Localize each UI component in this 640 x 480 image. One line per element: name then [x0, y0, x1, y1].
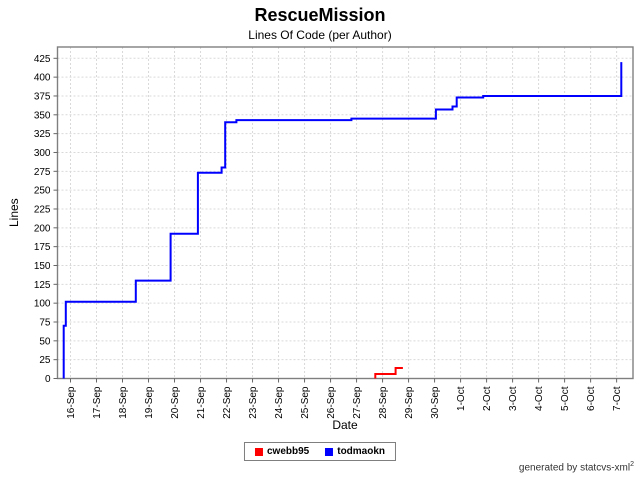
series-line-todmaokn [62, 62, 623, 379]
y-tick-label: 275 [34, 167, 51, 178]
y-tick-label: 250 [34, 186, 51, 197]
x-tick-label: 25-Sep [300, 386, 311, 419]
x-tick-label: 4-Oct [534, 386, 545, 411]
x-tick-label: 28-Sep [378, 386, 389, 419]
x-tick-label: 22-Sep [222, 386, 233, 419]
x-tick-label: 3-Oct [508, 386, 519, 411]
y-tick-label: 325 [34, 129, 51, 140]
chart-title: RescueMission [254, 5, 386, 25]
y-tick-label: 75 [39, 317, 51, 328]
x-axis-title: Date [332, 418, 358, 432]
x-tick-label: 23-Sep [248, 386, 259, 419]
x-tick-label: 20-Sep [170, 386, 181, 419]
x-tick-label: 17-Sep [92, 386, 103, 419]
y-tick-label: 375 [34, 91, 51, 102]
y-tick-label: 200 [34, 223, 51, 234]
legend-item-cwebb95: cwebb95 [254, 446, 310, 457]
x-tick-label: 30-Sep [430, 386, 441, 419]
generator-credit-text: generated by statcvs-xml [518, 462, 631, 474]
y-tick-label: 125 [34, 280, 51, 291]
x-tick-label: 21-Sep [196, 386, 207, 419]
generator-credit: generated by statcvs-xml2 [519, 461, 634, 473]
legend: cwebb95 todmaokn [243, 442, 397, 461]
y-tick-label: 425 [34, 54, 51, 65]
x-tick-label: 26-Sep [326, 386, 337, 419]
legend-label-cwebb95: cwebb95 [266, 446, 310, 457]
y-tick-label: 150 [34, 261, 51, 272]
x-tick-label: 6-Oct [586, 386, 597, 411]
y-tick-label: 225 [34, 204, 51, 215]
y-tick-label: 350 [34, 110, 51, 121]
x-tick-label: 5-Oct [560, 386, 571, 411]
y-tick-label: 400 [34, 73, 51, 84]
x-tick-label: 2-Oct [482, 386, 493, 411]
x-tick-label: 24-Sep [274, 386, 285, 419]
x-tick-label: 1-Oct [456, 386, 467, 411]
generator-credit-superscript: 2 [630, 461, 634, 468]
x-tick-label: 18-Sep [118, 386, 129, 419]
legend-label-todmaokn: todmaokn [337, 446, 386, 457]
x-tick-label: 29-Sep [404, 386, 415, 419]
x-tick-label: 27-Sep [352, 386, 363, 419]
legend-swatch-blue [325, 447, 334, 456]
x-tick-label: 16-Sep [66, 386, 77, 419]
y-tick-label: 100 [34, 299, 51, 310]
y-tick-label: 25 [39, 355, 51, 366]
x-tick-label: 7-Oct [612, 386, 623, 411]
series-line-cwebb95 [374, 367, 403, 379]
x-tick-label: 19-Sep [144, 386, 155, 419]
y-tick-label: 300 [34, 148, 51, 159]
y-tick-label: 0 [45, 374, 51, 385]
y-tick-label: 50 [39, 336, 51, 347]
legend-swatch-red [254, 447, 263, 456]
y-tick-label: 175 [34, 242, 51, 253]
legend-item-todmaokn: todmaokn [325, 446, 385, 457]
chart-subtitle: Lines Of Code (per Author) [248, 28, 392, 42]
